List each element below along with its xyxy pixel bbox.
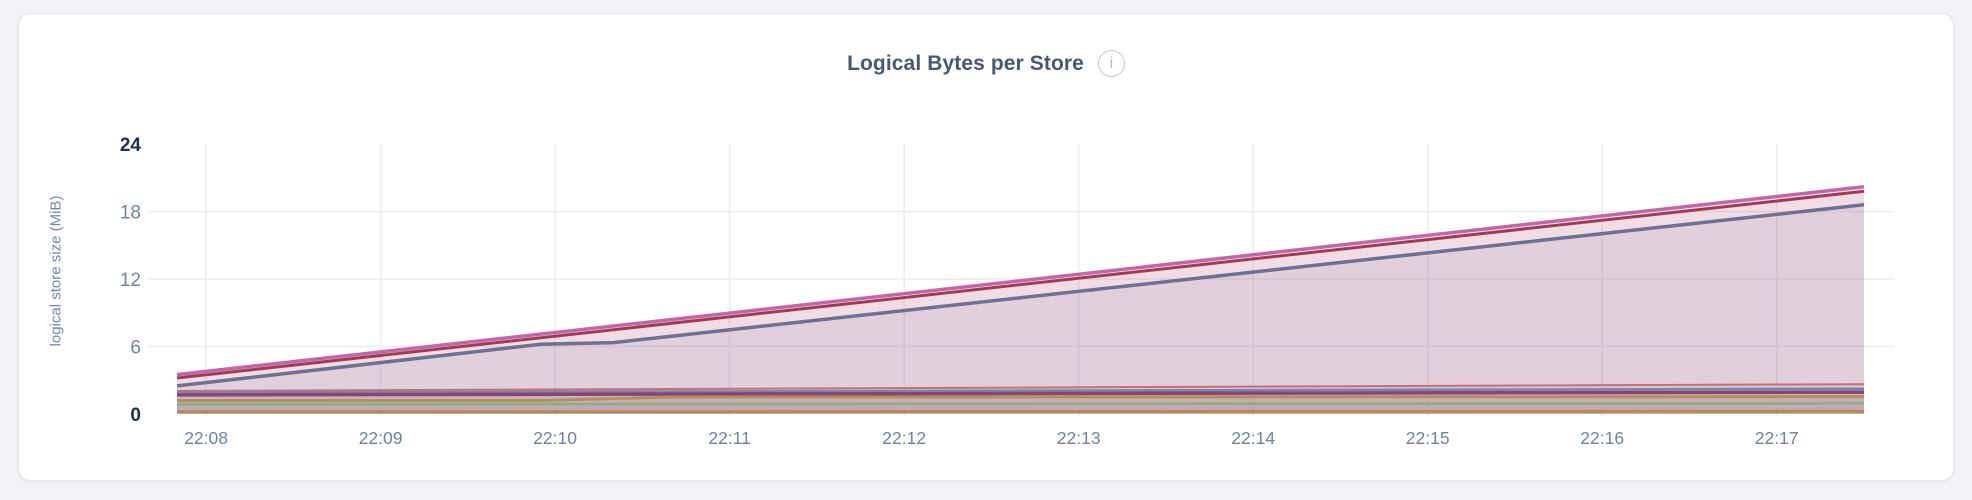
x-tick-label: 22:16 bbox=[1580, 428, 1624, 448]
x-tick-label: 22:09 bbox=[359, 428, 403, 448]
series-line-store-green bbox=[176, 401, 1865, 406]
x-gridlines bbox=[205, 144, 1778, 416]
series-line-store-magenta bbox=[176, 390, 1865, 397]
x-tick-label: 22:12 bbox=[882, 428, 926, 448]
chart-header: Logical Bytes per Store i bbox=[19, 50, 1953, 77]
y-tick-label: 18 bbox=[120, 203, 141, 224]
series-line-store-lavender bbox=[176, 406, 1865, 410]
y-tick-label: 24 bbox=[120, 135, 142, 156]
x-tick-labels: 22:08 22:09 22:10 22:11 22:12 22:13 22:14 22:15… bbox=[184, 428, 1798, 448]
series-lines bbox=[176, 185, 1865, 414]
series-line-store-tan bbox=[177, 395, 1865, 402]
chart-card: Logical Bytes per Store i logical store … bbox=[18, 13, 1954, 481]
series-areas bbox=[177, 186, 1864, 414]
x-tick-label: 22:13 bbox=[1057, 428, 1101, 448]
x-tick-label: 22:17 bbox=[1755, 428, 1799, 448]
info-icon[interactable]: i bbox=[1097, 50, 1125, 77]
x-tick-label: 22:10 bbox=[533, 428, 577, 448]
x-tick-label: 22:08 bbox=[184, 428, 228, 448]
y-tick-labels: 0 6 12 18 24 bbox=[120, 135, 142, 426]
y-axis-label: logical store size (MiB) bbox=[47, 195, 65, 347]
series-line-store-salmon bbox=[176, 383, 1865, 392]
series-area-store-slate bbox=[177, 204, 1864, 414]
x-tick-label: 22:15 bbox=[1406, 428, 1450, 448]
y-tick-label: 0 bbox=[130, 405, 141, 426]
series-area-store-pink bbox=[177, 186, 1864, 414]
series-line-store-maroon bbox=[176, 189, 1865, 380]
series-line-store-slate bbox=[176, 203, 1865, 388]
series-line-store-blue bbox=[176, 387, 1865, 394]
series-line-store-pink bbox=[176, 185, 1865, 377]
x-tick-label: 22:11 bbox=[708, 428, 751, 448]
series-area-store-maroon bbox=[177, 191, 1864, 414]
x-tick-label: 22:14 bbox=[1231, 428, 1275, 448]
chart-title: Logical Bytes per Store bbox=[847, 51, 1084, 75]
y-tick-label: 12 bbox=[120, 270, 141, 291]
y-tick-label: 6 bbox=[130, 338, 141, 359]
series-line-store-gold bbox=[176, 409, 1865, 414]
